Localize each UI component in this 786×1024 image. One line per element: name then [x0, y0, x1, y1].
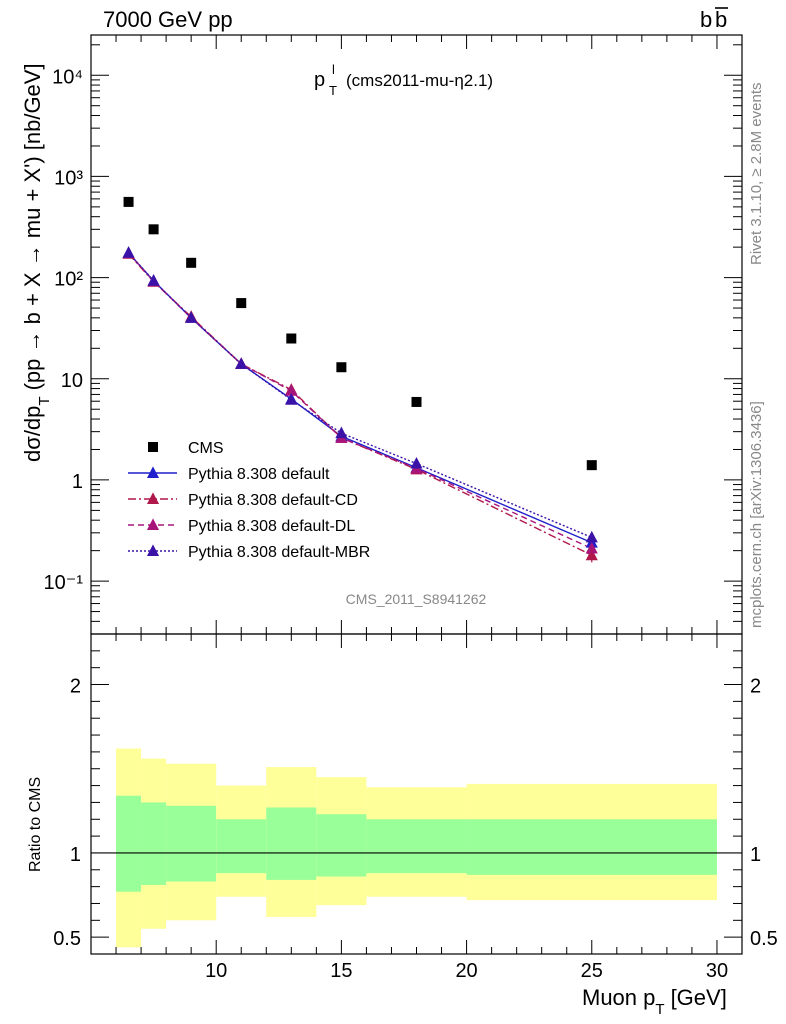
ratio-band-inner: [266, 807, 317, 880]
main-y-tick-label: 10³: [54, 167, 83, 189]
axes: [90, 34, 743, 955]
header-right-bbar: b: [715, 7, 727, 32]
legend-marker-default: [146, 466, 160, 478]
rivet-label: Rivet 3.1.10, ≥ 2.8M events: [748, 83, 765, 266]
legend-label: CMS: [188, 440, 224, 457]
marker-dl: [285, 384, 298, 396]
cms-data-point: [186, 257, 197, 268]
cms-data-point: [148, 224, 159, 235]
ylabel-part1: dσ/dp: [20, 406, 45, 462]
cms-data-point: [123, 196, 134, 207]
mcplots-label: mcplots.cern.ch [arXiv:1306.3436]: [748, 401, 765, 628]
title-suffix: (cms2011-mu-η2.1): [346, 71, 493, 90]
cms-data-point: [411, 396, 422, 407]
title-sup: l: [332, 62, 335, 77]
tick-labels: 10⁻¹ 1 10 10² 10³ 10⁴ 0.5 0.5 1 1 2 2 10 15 20 25 30: [44, 66, 778, 982]
main-y-axis-label: dσ/dpT (pp → b + X → mu + X') [nb/GeV]: [20, 63, 53, 462]
main-y-tick-label: 1: [72, 471, 83, 493]
xlabel-part2: [GeV]: [671, 985, 727, 1010]
legend-label: Pythia 8.308 default-CD: [188, 492, 358, 509]
header-right: b b: [700, 7, 728, 32]
ratio-band-inner: [216, 819, 267, 874]
ratio-y-tick-label-left: 1: [70, 844, 81, 866]
svg-text:Muon pT[GeV]: Muon pT [GeV]: [582, 985, 727, 1018]
x-tick-label: 10: [205, 960, 227, 982]
marker-mbr: [410, 457, 423, 469]
legend-marker-dl: [146, 518, 160, 530]
cms-data-point: [586, 460, 597, 471]
watermark: CMS_2011_S8941262: [346, 591, 487, 607]
ratio-band-inner: [166, 805, 217, 882]
plot-title: p l T (cms2011-mu-η2.1): [314, 62, 493, 98]
legend-marker-mbr: [146, 544, 160, 556]
ratio-band-inner: [116, 795, 142, 892]
ratio-y-axis-label: Ratio to CMS: [27, 777, 44, 872]
x-tick-label: 30: [706, 960, 728, 982]
marker-mbr: [147, 274, 160, 286]
marker-mbr: [585, 530, 598, 543]
marker-mbr: [335, 426, 348, 439]
ratio-band-inner: [366, 819, 467, 874]
series-line-dl: [128, 252, 593, 550]
ylabel-sub: T: [36, 396, 53, 405]
main-y-tick-label: 10²: [54, 269, 83, 291]
marker-mbr: [185, 311, 198, 323]
title-main: p: [314, 69, 325, 91]
title-sub: T: [329, 83, 337, 98]
main-y-tick-label: 10⁴: [52, 66, 83, 88]
marker-dl: [585, 541, 598, 554]
svg-text:dσ/dpT(pp → b + X → mu + X') [: dσ/dpT (pp → b + X → mu + X') [nb/GeV]: [20, 63, 53, 462]
ratio-band-inner: [141, 802, 167, 885]
ratio-y-tick-label-left: 0.5: [53, 928, 81, 950]
marker-mbr: [235, 357, 248, 369]
ratio-y-tick-label-right: 1: [750, 844, 761, 866]
ratio-y-tick-label-right: 0.5: [750, 928, 778, 950]
x-axis-label: Muon pT [GeV]: [582, 985, 727, 1018]
legend-label: Pythia 8.308 default-DL: [188, 518, 355, 535]
x-tick-label: 20: [455, 960, 477, 982]
main-series: [122, 196, 598, 563]
series-line-mbr: [128, 252, 593, 539]
legend-marker-cms: [148, 442, 158, 452]
marker-mbr: [122, 246, 135, 258]
series-line-cd: [128, 253, 593, 556]
xlabel-part1: Muon p: [582, 985, 655, 1010]
legend-label: Pythia 8.308 default-MBR: [188, 544, 370, 561]
marker-mbr: [285, 393, 298, 405]
main-y-tick-label: 10⁻¹: [44, 572, 84, 594]
legend: CMS Pythia 8.308 default Pythia 8.308 defa…: [128, 440, 370, 561]
legend-label: Pythia 8.308 default: [188, 466, 330, 483]
ratio-bands: [116, 748, 717, 948]
cms-data-point: [286, 333, 297, 344]
xlabel-sub: T: [655, 1001, 664, 1018]
ratio-band-inner: [466, 819, 717, 875]
header-left: 7000 GeV pp: [103, 7, 233, 32]
ratio-y-tick-label-right: 2: [750, 676, 761, 698]
cms-data-point: [336, 362, 347, 373]
ylabel-part2: (pp → b + X → mu + X') [nb/GeV]: [20, 63, 45, 390]
ratio-band-inner: [316, 814, 367, 877]
main-y-tick-label: 10: [61, 370, 83, 392]
x-tick-label: 25: [581, 960, 603, 982]
legend-marker-cd: [146, 492, 160, 504]
x-tick-label: 15: [330, 960, 352, 982]
cms-data-point: [236, 298, 247, 309]
header-right-b: b: [700, 7, 712, 32]
ratio-y-tick-label-left: 2: [70, 676, 81, 698]
